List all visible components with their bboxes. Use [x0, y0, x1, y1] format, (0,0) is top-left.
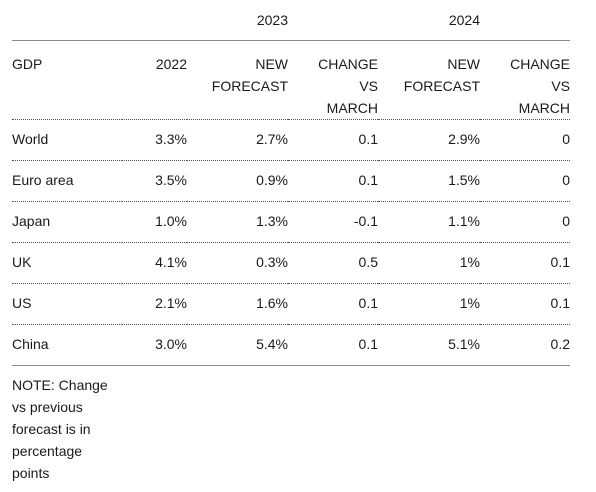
header-2022: 2022 [122, 41, 187, 120]
year-2024-label: 2024 [448, 12, 480, 28]
cell-forecast-2024: 1% [378, 283, 480, 325]
year-2023-label: 2023 [256, 12, 288, 28]
cell-2022: 3.5% [122, 160, 187, 202]
cell-forecast-2023: 0.3% [187, 242, 288, 284]
cell-forecast-2024: 2.9% [378, 119, 480, 161]
cell-forecast-2024: 1% [378, 242, 480, 284]
cell-change-2023: 0.5 [288, 242, 378, 284]
column-header-row: GDP 2022 NEW FORECAST CHANGE VS MARCH NEW FO… [12, 41, 570, 120]
header-new-forecast-2024: NEW FORECAST [378, 41, 480, 120]
gdp-forecast-table: GDP 2022 NEW FORECAST CHANGE VS MARCH NEW FO… [12, 41, 570, 366]
cell-region: US [12, 283, 122, 325]
cell-2022: 2.1% [122, 283, 187, 325]
header-new-forecast-2023: NEW FORECAST [187, 41, 288, 120]
cell-change-2023: -0.1 [288, 201, 378, 243]
gdp-forecast-table-container: 2023 2024 GDP 2022 NEW FORECAST CHANGE VS M… [12, 0, 570, 484]
cell-region: Euro area [12, 160, 122, 202]
cell-change-2023: 0.1 [288, 160, 378, 202]
year-header-row: 2023 2024 [12, 0, 570, 41]
table-row: US 2.1% 1.6% 0.1 1% 0.1 [12, 283, 570, 325]
cell-change-2024: 0.2 [480, 324, 570, 366]
table-row: Japan 1.0% 1.3% -0.1 1.1% 0 [12, 201, 570, 243]
cell-change-2023: 0.1 [288, 119, 378, 161]
cell-change-2024: 0.1 [480, 242, 570, 284]
cell-change-2023: 0.1 [288, 283, 378, 325]
cell-region: UK [12, 242, 122, 284]
cell-region: World [12, 119, 122, 161]
table-row: World 3.3% 2.7% 0.1 2.9% 0 [12, 119, 570, 161]
table-row: UK 4.1% 0.3% 0.5 1% 0.1 [12, 242, 570, 284]
cell-forecast-2023: 1.6% [187, 283, 288, 325]
cell-forecast-2023: 0.9% [187, 160, 288, 202]
table-body: World 3.3% 2.7% 0.1 2.9% 0 Euro area 3.5% 0.9% 0.… [12, 119, 570, 366]
header-gdp: GDP [12, 41, 122, 120]
table-row: China 3.0% 5.4% 0.1 5.1% 0.2 [12, 324, 570, 366]
header-change-vs-march-2023: CHANGE VS MARCH [288, 41, 378, 120]
cell-region: Japan [12, 201, 122, 243]
note-text: NOTE: Change vs previous forecast is in … [12, 377, 108, 481]
table-row: Euro area 3.5% 0.9% 0.1 1.5% 0 [12, 160, 570, 202]
cell-change-2024: 0 [480, 119, 570, 161]
cell-2022: 3.0% [122, 324, 187, 366]
cell-2022: 3.3% [122, 119, 187, 161]
cell-change-2024: 0.1 [480, 283, 570, 325]
cell-change-2023: 0.1 [288, 324, 378, 366]
cell-2022: 1.0% [122, 201, 187, 243]
cell-forecast-2023: 2.7% [187, 119, 288, 161]
cell-forecast-2024: 5.1% [378, 324, 480, 366]
cell-forecast-2024: 1.5% [378, 160, 480, 202]
cell-forecast-2023: 5.4% [187, 324, 288, 366]
cell-forecast-2023: 1.3% [187, 201, 288, 243]
cell-change-2024: 0 [480, 160, 570, 202]
cell-region: China [12, 324, 122, 366]
cell-change-2024: 0 [480, 201, 570, 243]
header-change-vs-march-2024: CHANGE VS MARCH [480, 41, 570, 120]
cell-2022: 4.1% [122, 242, 187, 284]
cell-forecast-2024: 1.1% [378, 201, 480, 243]
